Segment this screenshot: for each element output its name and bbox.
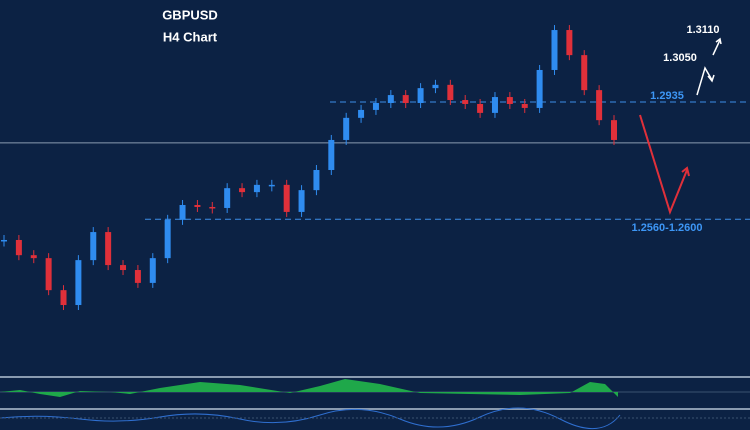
candle <box>164 219 171 259</box>
candle <box>536 69 543 108</box>
candle <box>581 55 588 91</box>
candle <box>239 188 246 193</box>
candle <box>45 258 52 291</box>
candle <box>224 188 231 208</box>
level-label: 1.2935 <box>650 90 684 102</box>
oscillator <box>0 407 621 430</box>
candle <box>506 97 513 104</box>
candle <box>105 232 112 266</box>
candle <box>417 88 424 103</box>
candle <box>596 90 603 121</box>
candle <box>268 184 275 187</box>
candle <box>1 239 7 242</box>
candle <box>75 260 82 306</box>
candle <box>372 102 379 110</box>
candle <box>521 103 528 108</box>
candle <box>194 204 201 207</box>
candle <box>60 290 67 306</box>
candle <box>491 97 498 113</box>
candle <box>179 204 186 220</box>
target-label: 1.3050 <box>663 52 697 64</box>
candle <box>432 84 439 89</box>
candle <box>298 190 305 212</box>
candle <box>149 258 156 283</box>
candle <box>343 117 350 140</box>
candle <box>90 232 97 261</box>
forecast-arrow <box>639 114 688 215</box>
candle <box>30 255 37 259</box>
candle <box>328 139 335 171</box>
forecast-arrow <box>712 39 721 56</box>
candle <box>134 270 141 283</box>
candle <box>462 100 469 104</box>
arrow-head <box>681 166 690 177</box>
candle <box>358 109 365 118</box>
forecast-arrow <box>696 66 713 96</box>
chart-subtitle: H4 Chart <box>163 29 218 44</box>
chart-title: GBPUSD <box>162 7 218 22</box>
candle <box>402 95 409 103</box>
candle <box>387 95 394 103</box>
candle <box>477 103 484 113</box>
candle <box>313 170 320 191</box>
candle <box>283 184 290 212</box>
candle <box>209 206 216 209</box>
arrow-head <box>707 74 715 83</box>
candles <box>0 25 750 311</box>
level-label: 1.2560-1.2600 <box>632 222 703 234</box>
candle <box>253 184 260 193</box>
target-label: 1.3110 <box>686 24 719 36</box>
arrow-head <box>715 37 722 45</box>
candle <box>15 239 22 256</box>
candle <box>447 84 454 101</box>
candle <box>120 265 127 271</box>
candle <box>551 30 558 70</box>
histogram <box>0 379 618 397</box>
candle <box>611 120 617 140</box>
candle <box>566 30 573 56</box>
